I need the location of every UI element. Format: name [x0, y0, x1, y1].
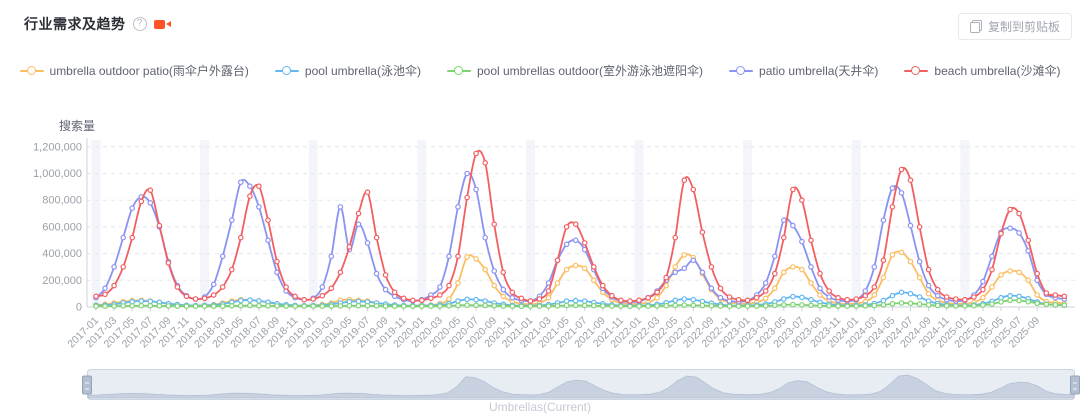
legend-item-label: patio umbrella(天井伞) — [759, 64, 879, 78]
help-icon[interactable]: ? — [132, 17, 147, 31]
series-line — [93, 149, 1068, 304]
y-axis-tick-label: 600,000 — [42, 221, 82, 233]
legend-item[interactable]: pool umbrella(泳池伞) — [274, 62, 421, 79]
legend-marker-icon — [904, 65, 929, 76]
slider-left-handle[interactable] — [82, 375, 92, 394]
legend-item-label: pool umbrella(泳池伞) — [304, 64, 421, 78]
page-title: 行业需求及趋势 — [24, 16, 126, 32]
header: 行业需求及趋势 ? — [24, 14, 171, 34]
y-axis-tick-label: 0 — [76, 302, 82, 314]
legend-item[interactable]: beach umbrella(沙滩伞) — [904, 62, 1060, 79]
legend-item[interactable]: pool umbrellas outdoor(室外游泳池遮阳伞) — [446, 62, 704, 79]
y-axis-tick-label: 400,000 — [42, 248, 82, 260]
copy-button-label: 复制到剪贴板 — [987, 20, 1060, 34]
slider-shadow-area — [87, 374, 1075, 399]
legend-marker-icon — [729, 65, 754, 76]
legend-item-label: umbrella outdoor patio(雨伞户外露台) — [49, 64, 249, 78]
y-axis-tick-label: 200,000 — [42, 275, 82, 287]
legend-marker-icon — [274, 65, 299, 76]
slider-right-handle[interactable] — [1070, 375, 1080, 394]
trend-chart-svg: 0 200,000 400,000 600,000 800,000 1,000,000 1,… — [33, 118, 1075, 350]
series-line — [93, 297, 1068, 310]
legend-item-label: beach umbrella(沙滩伞) — [934, 64, 1061, 78]
y-axis-tick-label: 1,200,000 — [33, 141, 82, 153]
data-zoom-slider[interactable] — [82, 369, 1080, 400]
legend-marker-icon — [446, 65, 471, 76]
year-bands — [91, 140, 970, 307]
copy-to-clipboard-button[interactable]: 复制到剪贴板 — [957, 13, 1072, 40]
trend-chart[interactable]: 0 200,000 400,000 600,000 800,000 1,000,000 1,… — [0, 108, 1080, 368]
slider-shadow — [87, 369, 1075, 400]
legend: umbrella outdoor patio(雨伞户外露台) pool umbre… — [0, 62, 1080, 79]
legend-item[interactable]: umbrella outdoor patio(雨伞户外露台) — [19, 62, 249, 79]
video-tutorial-icon[interactable] — [153, 18, 171, 30]
legend-item-label: pool umbrellas outdoor(室外游泳池遮阳伞) — [476, 64, 704, 78]
y-axis-title: 搜索量 — [59, 118, 95, 133]
y-axis-tick-label: 800,000 — [42, 195, 82, 207]
copy-icon — [969, 20, 982, 33]
grid-lines: 0 200,000 400,000 600,000 800,000 1,000,000 1,… — [33, 141, 1075, 314]
chart-caption: Umbrellas(Current) — [488, 400, 592, 414]
legend-item[interactable]: patio umbrella(天井伞) — [729, 62, 878, 79]
x-axis-labels: 2017-012017-032017-052017-072017-092017-… — [65, 307, 1042, 350]
legend-marker-icon — [19, 65, 44, 76]
y-axis-tick-label: 1,000,000 — [33, 168, 82, 180]
